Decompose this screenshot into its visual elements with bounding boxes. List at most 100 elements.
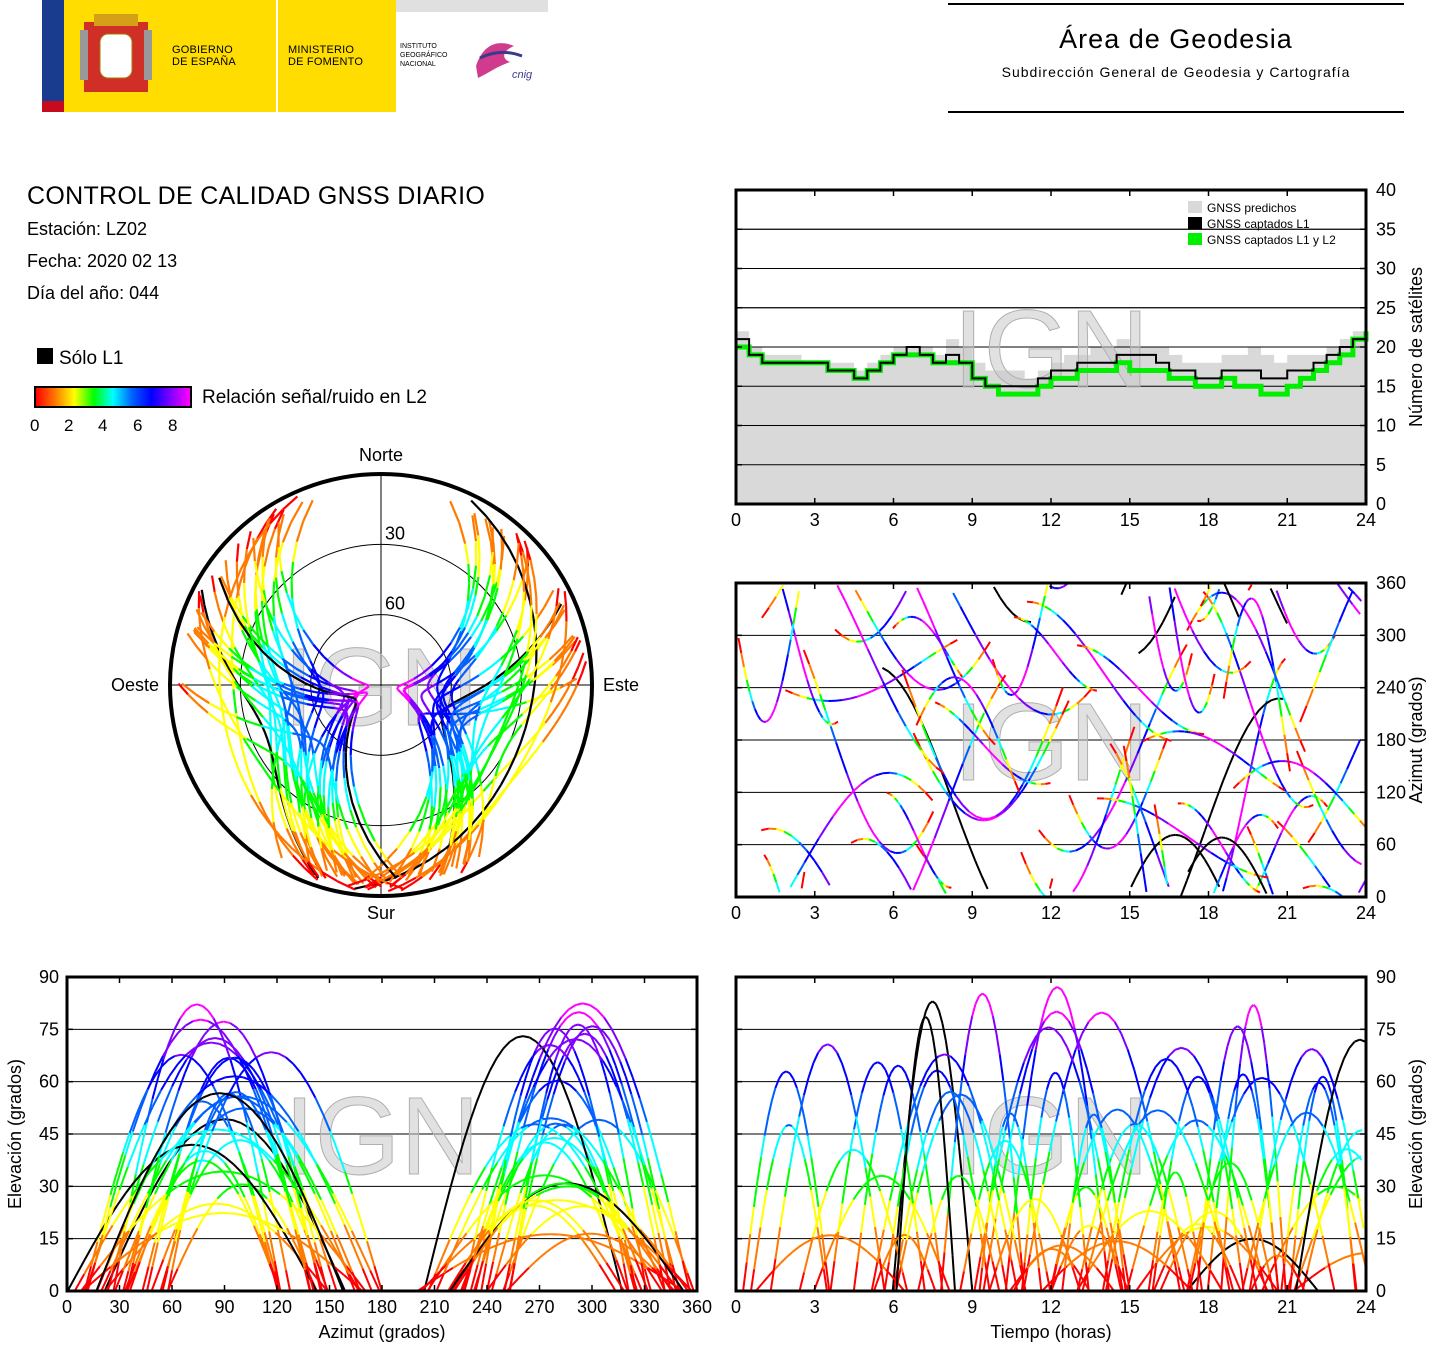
azimuth-track-segment [1208,684,1214,695]
sky-track-segment [508,736,514,744]
sky-track-segment [343,777,348,794]
sky-track-segment [495,614,508,632]
azimuth-track-segment [868,774,877,780]
elevaz-track-segment [496,1218,506,1229]
elevaz-track-segment [126,1144,138,1168]
eltime-track-segment [1327,1262,1336,1292]
azimuth-track-segment [1228,857,1234,864]
elevaz-track-segment [524,1199,531,1204]
elevaz-track-segment [505,1184,515,1192]
eltime-track-segment [1149,1186,1157,1206]
elevaz-track-segment [658,1264,667,1274]
elevaz-track-segment [456,1207,465,1224]
elevaz-track-segment [558,1037,566,1048]
azimuth-track-segment [1238,666,1246,672]
eltime-track-segment [1077,1049,1084,1077]
sky-track-segment [445,773,450,791]
sky-track-segment [521,679,534,690]
x-tick-label: 18 [1198,510,1218,530]
sky-track-segment [449,675,456,684]
azimuth-track-segment [927,810,935,824]
elevaz-track-segment [494,1167,503,1187]
azimuth-track-segment [1294,801,1301,807]
elevaz-track-segment [95,1269,106,1292]
azimuth-track-segment [1253,868,1260,878]
azimuth-track-segment [1250,834,1256,844]
elevaz-track-segment [102,1224,114,1242]
elevaz-track-segment [218,1028,226,1044]
sky-track-segment [554,609,566,626]
azimuth-track-segment [1187,729,1194,734]
elevaz-track-segment [610,1067,618,1084]
sky-track-segment [357,866,373,877]
elevaz-track-segment [212,1099,223,1107]
elevaz-track-segment [524,1162,533,1187]
sky-track-segment [472,777,481,791]
elevaz-track-segment [193,1112,205,1123]
elevaz-track-segment [109,1180,119,1208]
sky-track-segment [462,839,471,863]
azimuth-track-segment [1239,608,1244,617]
elevaz-track-segment [617,1280,625,1292]
sky-track-segment [465,762,471,781]
azimuth-track-segment [1136,833,1142,854]
azimuth-track-segment [1204,819,1210,826]
ign-topbar [396,0,548,12]
azimuth-track-segment [915,844,925,857]
eltime-track-segment [1028,1218,1038,1255]
sky-track-segment [459,706,467,712]
eltime-track-segment [1030,1049,1037,1077]
sky-track-segment [460,782,468,796]
sky-track-segment [488,551,494,576]
sky-track-segment [444,845,452,861]
azimuth-track-segment [1056,613,1064,621]
azimuth-track-segment [1230,637,1236,652]
elevaz-track-segment [551,1067,559,1084]
azimuth-track-segment [949,639,958,645]
elevaz-track-segment [313,1193,324,1213]
x-tick-label: 330 [629,1297,659,1317]
sky-track-segment [248,700,258,711]
azimuth-track-segment [1232,841,1239,847]
elevaz-track-segment [238,1186,246,1198]
sky-track-segment [285,592,296,614]
sky-track-segment [469,824,480,836]
sky-track-segment [458,672,465,681]
azimuth-track-segment [745,679,751,692]
sky-track-segment [523,756,532,766]
azimuth-track-segment [945,791,954,802]
azimuth-track-segment [955,795,964,806]
azimuth-track-segment [1283,819,1289,827]
elevaz-track-segment [610,1027,620,1043]
sky-track-segment [290,580,294,599]
sky-track-segment [456,791,460,804]
sky-track-segment [511,771,520,781]
azimuth-track-segment [1120,583,1128,596]
azimuth-track-segment [1289,714,1297,729]
sky-track-segment [330,725,338,739]
sky-track-segment [349,741,353,756]
elevaz-track-segment [582,1240,590,1249]
elevaz-track-segment [442,1254,452,1268]
eltime-track-segment [1217,1211,1224,1216]
azimuth-track-segment [1221,845,1227,853]
sky-track-segment [281,841,294,857]
sky-track-segment [235,713,240,726]
elevaz-track-segment [589,1004,598,1011]
eltime-track-segment [1323,1186,1331,1192]
sky-track-segment [343,852,357,866]
ministerio-line2: DE FOMENTO [288,56,364,68]
elevaz-track-segment [623,1239,632,1266]
elevaz-track-segment [296,1237,307,1246]
elevaz-track-segment [327,1216,338,1235]
azimuth-track-segment [1176,636,1181,652]
azimuth-track-segment [1116,691,1125,702]
eltime-track-segment [1191,1276,1199,1285]
sky-track-segment [316,786,320,806]
sky-track-segment [181,682,197,696]
sky-track-segment [367,840,382,861]
sky-track-segment [283,718,291,725]
elevaz-track-segment [228,1169,236,1179]
sky-track-segment [449,747,453,756]
azimuth-track-segment [773,701,778,711]
